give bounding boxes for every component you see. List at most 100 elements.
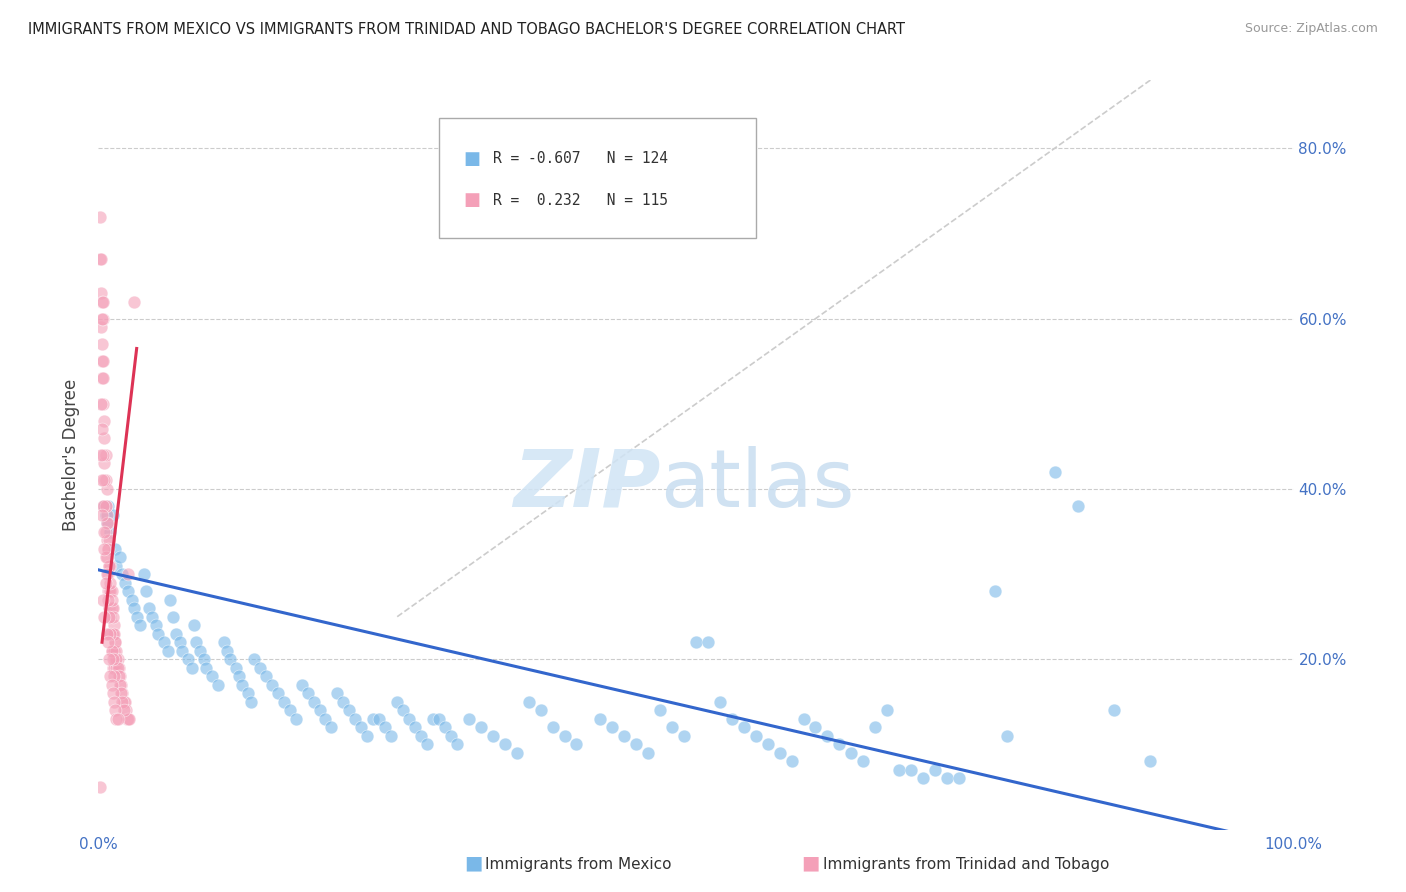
- Point: [98, 652, 121, 666]
- Point: [108, 550, 131, 565]
- Point: [356, 729, 378, 743]
- Point: [93, 499, 115, 513]
- Point: [321, 720, 343, 734]
- Point: [995, 729, 1018, 743]
- Point: [225, 661, 247, 675]
- Point: [98, 558, 122, 573]
- Point: [132, 567, 155, 582]
- Point: [733, 720, 755, 734]
- Point: [98, 558, 121, 573]
- Point: [852, 755, 875, 769]
- Point: [661, 720, 683, 734]
- Point: [911, 772, 934, 786]
- Point: [98, 609, 121, 624]
- Point: [104, 635, 127, 649]
- Point: [105, 558, 128, 573]
- Point: [889, 763, 911, 777]
- Point: [865, 720, 887, 734]
- Point: [103, 669, 125, 683]
- Point: [96, 516, 118, 530]
- Point: [427, 712, 450, 726]
- Point: [101, 609, 124, 624]
- Point: [104, 652, 127, 666]
- Point: [103, 618, 125, 632]
- Point: [273, 695, 295, 709]
- Point: [828, 738, 851, 752]
- Point: [90, 320, 112, 334]
- Point: [125, 609, 148, 624]
- Point: [89, 252, 111, 266]
- Point: [97, 541, 120, 556]
- Point: [93, 609, 115, 624]
- Point: [103, 695, 125, 709]
- Point: [159, 592, 181, 607]
- Point: [97, 516, 120, 530]
- Point: [804, 720, 827, 734]
- Point: [98, 524, 122, 539]
- Point: [117, 712, 139, 726]
- Point: [89, 780, 111, 794]
- Point: [101, 686, 124, 700]
- Point: [148, 626, 170, 640]
- Point: [260, 678, 283, 692]
- Point: [936, 772, 959, 786]
- Point: [94, 499, 117, 513]
- Point: [96, 508, 118, 522]
- Point: [98, 575, 122, 590]
- Point: [90, 252, 112, 266]
- Point: [93, 524, 115, 539]
- Point: [565, 738, 588, 752]
- Point: [254, 669, 277, 683]
- Point: [100, 626, 122, 640]
- Point: [90, 448, 112, 462]
- Point: [297, 686, 319, 700]
- Point: [201, 669, 224, 683]
- Text: ZIP: ZIP: [513, 446, 661, 524]
- Point: [101, 508, 124, 522]
- Point: [506, 746, 529, 760]
- Point: [112, 695, 135, 709]
- Point: [94, 474, 117, 488]
- Point: [91, 311, 114, 326]
- Point: [115, 703, 138, 717]
- Point: [100, 644, 122, 658]
- Point: [138, 601, 160, 615]
- Point: [121, 592, 143, 607]
- Point: [91, 448, 114, 462]
- Point: [756, 738, 779, 752]
- Point: [93, 431, 115, 445]
- Point: [177, 652, 200, 666]
- Point: [1139, 755, 1161, 769]
- Text: Immigrants from Trinidad and Tobago: Immigrants from Trinidad and Tobago: [823, 857, 1109, 872]
- Point: [107, 661, 129, 675]
- Point: [697, 635, 720, 649]
- Point: [243, 652, 266, 666]
- Point: [94, 524, 117, 539]
- Point: [101, 626, 124, 640]
- Point: [115, 712, 138, 726]
- Point: [948, 772, 970, 786]
- Point: [411, 729, 433, 743]
- Point: [124, 294, 146, 309]
- Point: [398, 712, 420, 726]
- Point: [114, 575, 136, 590]
- Point: [94, 508, 117, 522]
- Point: [97, 567, 120, 582]
- Point: [169, 635, 191, 649]
- Point: [118, 712, 141, 726]
- Point: [107, 712, 129, 726]
- Point: [186, 635, 208, 649]
- Point: [613, 729, 636, 743]
- Point: [350, 720, 373, 734]
- Point: [1067, 499, 1090, 513]
- Point: [105, 652, 128, 666]
- Point: [107, 652, 129, 666]
- Point: [589, 712, 612, 726]
- Point: [94, 448, 117, 462]
- FancyBboxPatch shape: [439, 118, 756, 237]
- Point: [110, 686, 132, 700]
- Point: [100, 584, 122, 599]
- Point: [96, 533, 118, 547]
- Point: [267, 686, 290, 700]
- Point: [96, 550, 118, 565]
